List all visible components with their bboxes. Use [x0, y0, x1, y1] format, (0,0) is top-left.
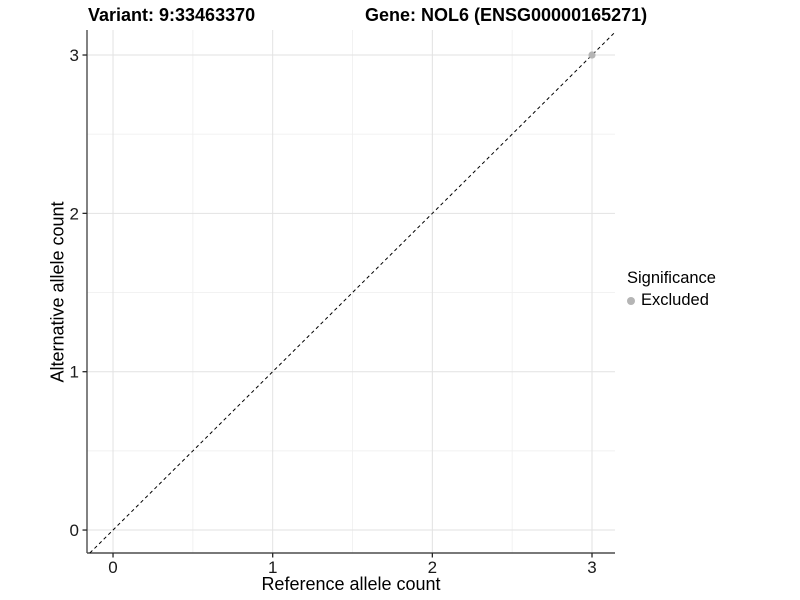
variant-title: Variant: 9:33463370	[88, 5, 256, 25]
y-axis-title-text: Alternative allele count	[47, 201, 68, 383]
y-tick-label: 2	[70, 204, 79, 223]
y-tick-label: 0	[70, 521, 79, 540]
data-point-excluded	[588, 51, 596, 59]
y-tick-label: 1	[70, 363, 79, 382]
x-tick-label: 2	[428, 558, 437, 577]
x-tick-label: 3	[587, 558, 596, 577]
y-tick-label: 3	[70, 46, 79, 65]
legend: Significance Excluded	[627, 269, 716, 310]
x-axis-title: Reference allele count	[261, 574, 441, 594]
x-tick-label: 0	[108, 558, 117, 577]
gene-title: Gene: NOL6 (ENSG00000165271)	[365, 5, 648, 25]
legend-item-label: Excluded	[641, 291, 709, 309]
excluded-point-icon	[627, 296, 635, 305]
legend-item-excluded: Excluded	[627, 291, 716, 310]
legend-title: Significance	[627, 269, 716, 287]
x-tick-label: 1	[268, 558, 277, 577]
